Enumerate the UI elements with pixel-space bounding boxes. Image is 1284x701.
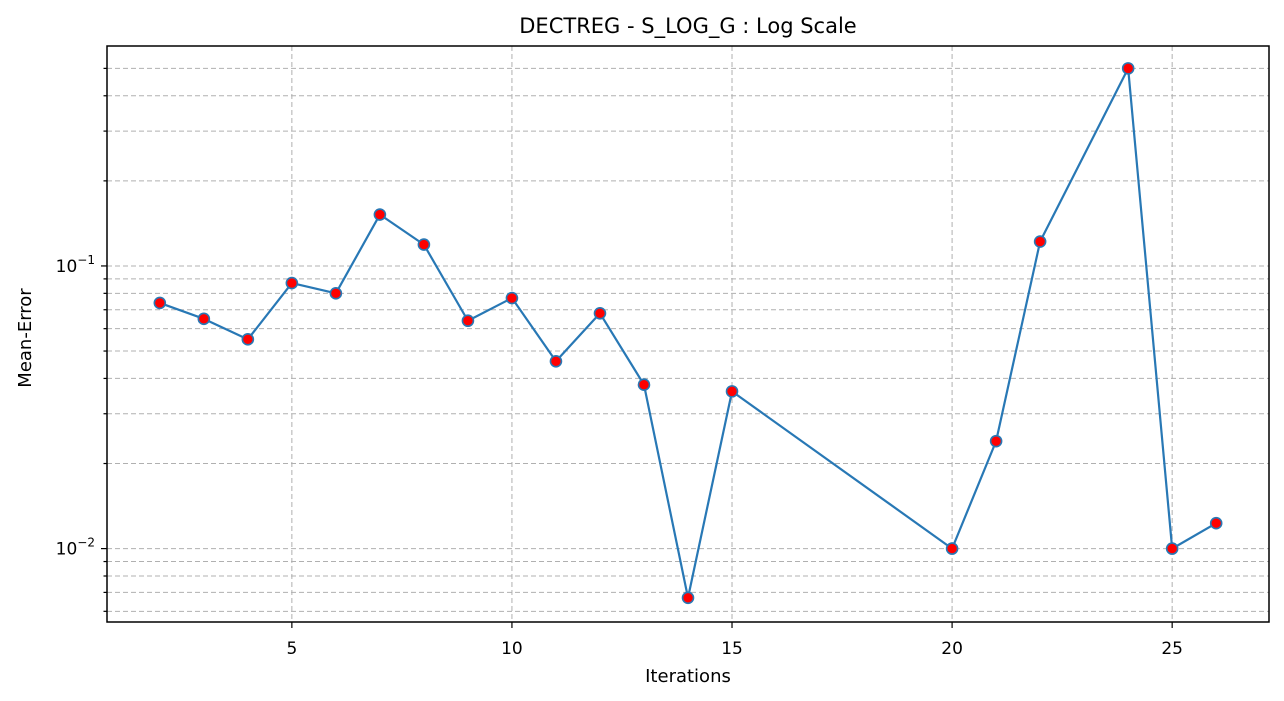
series-line	[159, 67, 1217, 599]
y-tick-label: 10−2	[56, 536, 95, 560]
data-point	[373, 208, 387, 221]
x-tick-label: 10	[501, 639, 523, 659]
x-tick-label: 20	[941, 639, 963, 659]
x-tick-label: 25	[1161, 639, 1183, 659]
x-axis-title: Iterations	[645, 666, 731, 687]
data-point	[329, 287, 343, 300]
plot-frame	[106, 45, 1270, 623]
data-point	[593, 306, 607, 320]
data-point	[549, 354, 563, 368]
data-point	[285, 276, 299, 290]
data-point	[241, 333, 255, 346]
data-point	[505, 291, 519, 305]
data-point	[417, 238, 431, 251]
data-point	[637, 378, 651, 392]
axes: 5 10 15 20 25 10−2 10−1	[56, 67, 1183, 659]
data-point	[945, 542, 959, 555]
chart-title: DECTREG - S_LOG_G : Log Scale	[519, 14, 856, 39]
data-point	[989, 434, 1003, 448]
data-point	[461, 314, 475, 328]
x-tick-label: 15	[721, 639, 743, 659]
y-axis-title: Mean-Error	[15, 288, 36, 388]
y-tick-label: 10−1	[56, 253, 95, 277]
data-point	[1165, 542, 1179, 555]
data-point	[197, 312, 211, 326]
data-point	[1033, 235, 1047, 248]
data-point	[1209, 516, 1223, 530]
data-point	[153, 296, 167, 310]
data-point	[681, 591, 695, 605]
grid	[107, 46, 1269, 622]
x-tick-label: 5	[286, 639, 297, 659]
series-layer	[153, 62, 1223, 605]
data-point	[725, 385, 739, 398]
data-point	[1121, 62, 1135, 75]
